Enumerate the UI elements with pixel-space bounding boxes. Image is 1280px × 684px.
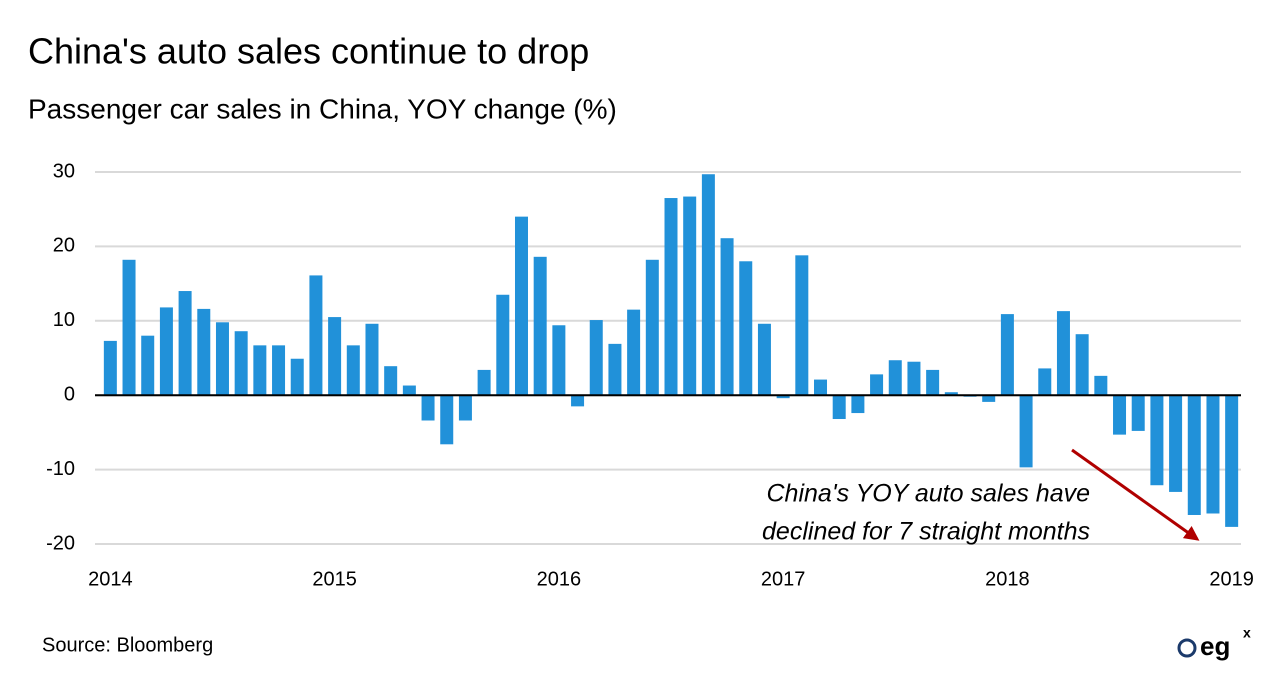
- bar: [664, 198, 678, 396]
- bar: [739, 261, 753, 396]
- bar: [272, 345, 286, 396]
- x-tick-label: 2019: [1209, 568, 1254, 590]
- bar: [926, 369, 940, 396]
- bar: [1113, 395, 1127, 435]
- bar: [776, 395, 790, 399]
- bar: [346, 345, 360, 396]
- bar: [683, 196, 697, 396]
- bar: [122, 259, 136, 396]
- bar: [290, 358, 304, 396]
- y-tick-label: 0: [64, 383, 75, 405]
- bar: [477, 369, 491, 396]
- logo-sup: x: [1243, 625, 1251, 641]
- chart-subtitle: Passenger car sales in China, YOY change…: [28, 93, 617, 124]
- bar: [458, 395, 472, 421]
- bar: [103, 340, 117, 396]
- bar: [589, 320, 603, 396]
- bar: [384, 366, 398, 396]
- bar: [215, 322, 229, 396]
- bar: [1187, 395, 1201, 515]
- y-tick-label: -20: [46, 532, 75, 554]
- bar: [328, 317, 342, 396]
- bar: [795, 255, 809, 396]
- bar: [1000, 314, 1014, 396]
- bar: [571, 395, 585, 407]
- bar: [1150, 395, 1164, 486]
- logo: eg x: [1177, 625, 1251, 661]
- x-tick-label: 2014: [88, 568, 133, 590]
- bar: [253, 345, 267, 396]
- annotation: declined for 7 straight months: [762, 518, 1090, 546]
- bar: [888, 360, 902, 396]
- bar: [178, 291, 192, 396]
- bar: [421, 395, 435, 421]
- logo-icon: [1177, 638, 1197, 658]
- chart-title: China's auto sales continue to drop: [28, 31, 589, 72]
- bar: [514, 216, 528, 396]
- bar: [1038, 368, 1052, 396]
- bar: [309, 275, 323, 396]
- bar: [1094, 375, 1108, 396]
- y-tick-label: 10: [53, 309, 75, 331]
- x-tick-label: 2015: [312, 568, 357, 590]
- y-tick-label: 20: [53, 235, 75, 257]
- source: Source: Bloomberg: [42, 634, 213, 656]
- x-tick-label: 2018: [985, 568, 1030, 590]
- bar: [141, 335, 155, 396]
- bar: [645, 259, 659, 396]
- bar: [496, 294, 510, 396]
- annotation: China's YOY auto sales have: [767, 480, 1091, 508]
- bar: [440, 395, 454, 445]
- annotation-arrow: [1071, 448, 1200, 541]
- bar: [944, 392, 958, 396]
- bar: [870, 374, 884, 396]
- bar: [159, 307, 173, 396]
- bar: [1206, 395, 1220, 514]
- bar: [701, 174, 715, 396]
- logo-text: eg: [1200, 631, 1230, 661]
- bar: [608, 343, 622, 396]
- bar: [234, 331, 248, 396]
- bar: [907, 361, 921, 396]
- bar: [533, 256, 547, 396]
- bar: [851, 395, 865, 414]
- bar: [720, 238, 734, 396]
- bar: [1019, 395, 1033, 468]
- y-tick-label: 30: [53, 160, 75, 182]
- bar: [1056, 311, 1070, 396]
- x-tick-label: 2017: [761, 568, 806, 590]
- bar: [814, 379, 828, 396]
- bar: [402, 385, 416, 396]
- bar: [757, 323, 771, 396]
- bar: [1131, 395, 1145, 431]
- bar: [627, 309, 641, 396]
- bar: [1169, 395, 1183, 492]
- bar: [982, 395, 996, 402]
- bar: [1225, 395, 1239, 527]
- bar: [1075, 334, 1089, 396]
- bar: [552, 325, 566, 396]
- bar: [197, 308, 211, 396]
- bar: [365, 323, 379, 396]
- x-tick-label: 2016: [537, 568, 582, 590]
- bar: [832, 395, 846, 420]
- y-tick-label: -10: [46, 458, 75, 480]
